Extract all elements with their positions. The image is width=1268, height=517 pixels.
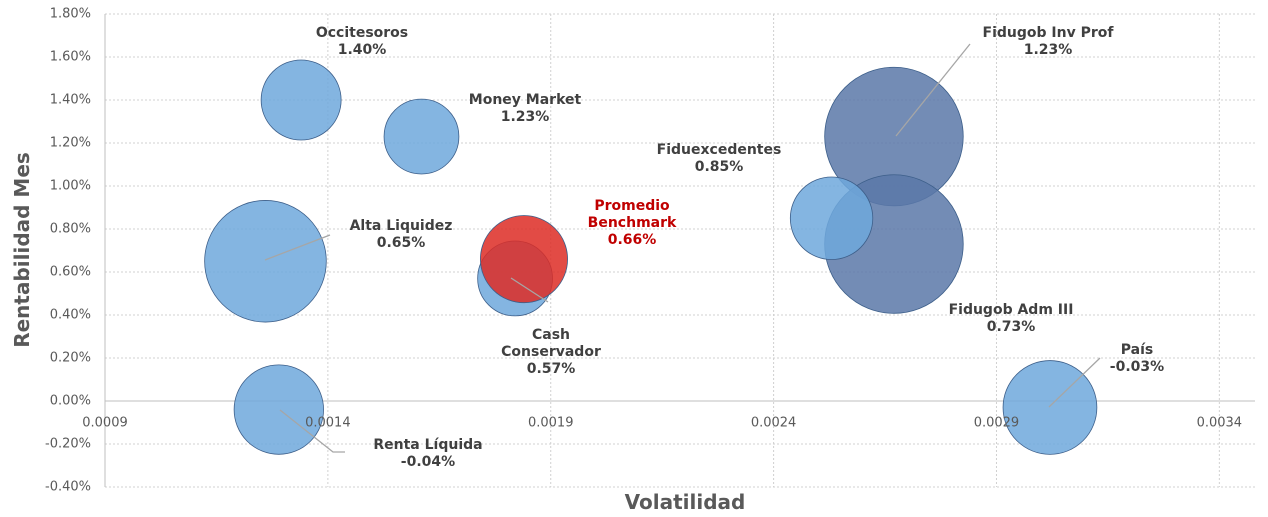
value-label: -0.03% [1109, 359, 1165, 375]
point-name: País [1120, 342, 1154, 358]
data-label: Alta Liquidez 0.65% [301, 218, 501, 252]
y-tick-label: 1.40% [50, 93, 91, 108]
y-tick-label: 1.00% [50, 179, 91, 194]
bubble [383, 98, 460, 175]
x-axis-title: Volatilidad [624, 490, 746, 514]
data-label: Fiduexcedentes 0.85% [619, 142, 819, 176]
leader-line [510, 277, 549, 303]
x-tick-label: 0.0024 [751, 416, 797, 431]
leader-line [264, 234, 331, 261]
y-tick-label: 0.80% [50, 222, 91, 237]
data-label: Promedio Benchmark 0.66% [577, 198, 687, 249]
y-tick-label: 1.20% [50, 136, 91, 151]
data-label: Cash Conservador 0.57% [486, 327, 616, 378]
point-name: Fidugob Adm III [948, 302, 1074, 318]
y-tick-label: 0.20% [50, 351, 91, 366]
bubble [480, 215, 568, 304]
value-label: 0.57% [526, 361, 576, 377]
value-label: 0.85% [694, 159, 744, 175]
bubble [789, 176, 874, 260]
value-label: 1.40% [337, 42, 387, 58]
bubble [204, 200, 327, 323]
point-name: Money Market [468, 92, 582, 108]
point-name: Alta Liquidez [349, 218, 453, 234]
value-label: 1.23% [1023, 42, 1073, 58]
data-label: Occitesoros 1.40% [262, 25, 462, 59]
point-name: Occitesoros [315, 25, 409, 41]
y-axis-title: Rentabilidad Mes [10, 152, 34, 348]
leader-lines [264, 43, 1101, 453]
data-label: Renta Líquida -0.04% [328, 437, 528, 471]
point-name: Renta Líquida [373, 437, 483, 453]
x-tick-label: 0.0019 [528, 416, 574, 431]
y-tick-label: 1.60% [50, 50, 91, 65]
x-tick-label: 0.0029 [974, 416, 1020, 431]
value-label: 0.73% [986, 319, 1036, 335]
value-label: 0.66% [607, 232, 657, 248]
y-tick-label: 0.60% [50, 265, 91, 280]
data-label: Money Market 1.23% [425, 92, 625, 126]
x-tick-label: 0.0014 [305, 416, 351, 431]
data-label: País -0.03% [1037, 342, 1237, 376]
y-tick-label: 1.80% [50, 7, 91, 22]
data-label: Fidugob Adm III 0.73% [946, 302, 1076, 336]
point-name: Fidugob Inv Prof [982, 25, 1114, 41]
value-label: 1.23% [500, 109, 550, 125]
y-tick-label: -0.20% [45, 437, 91, 452]
x-tick-label: 0.0009 [82, 416, 128, 431]
x-tick-label: 0.0034 [1197, 416, 1243, 431]
value-label: -0.04% [400, 454, 456, 470]
value-label: 0.65% [376, 235, 426, 251]
bubble [233, 364, 324, 455]
point-name: Fiduexcedentes [656, 142, 782, 158]
y-tick-label: 0.40% [50, 308, 91, 323]
data-label: Fidugob Inv Prof 1.23% [948, 25, 1148, 59]
leader-line [1048, 357, 1101, 408]
leader-line [895, 43, 971, 137]
point-name: Promedio Benchmark [587, 198, 677, 231]
leader-line [279, 409, 345, 453]
y-tick-label: 0.00% [50, 394, 91, 409]
point-name: Cash Conservador [501, 327, 601, 360]
y-tick-label: -0.40% [45, 480, 91, 495]
bubble [260, 59, 342, 141]
